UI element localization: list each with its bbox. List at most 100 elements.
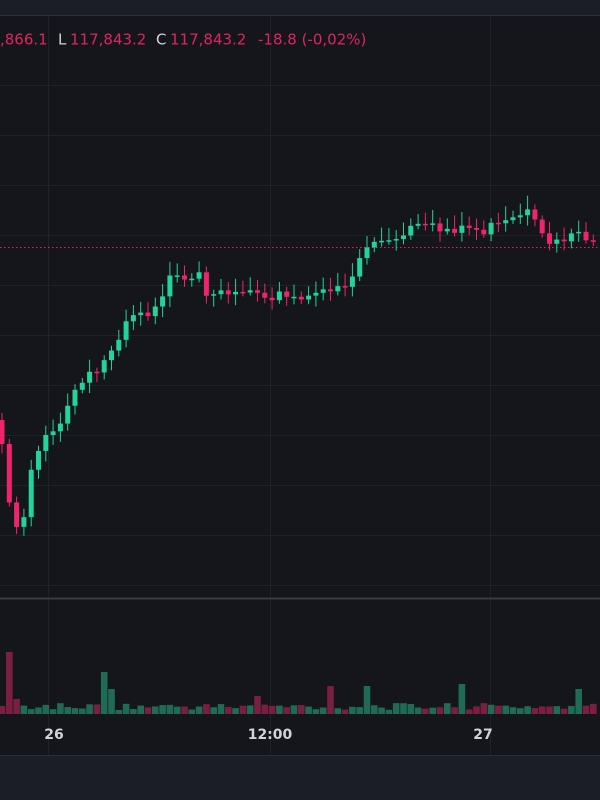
volume-bar <box>524 706 531 714</box>
volume-bar <box>239 705 247 714</box>
candle-body <box>79 382 85 390</box>
volume-bar <box>144 707 152 714</box>
volume-bar <box>49 709 57 714</box>
candle-body <box>269 297 275 301</box>
volume-bar <box>254 696 261 714</box>
candle-body <box>525 209 531 216</box>
candle-body <box>547 233 552 244</box>
candle-body <box>568 233 574 242</box>
candle-body <box>466 225 472 229</box>
low-value: 117,843.2 <box>70 31 146 49</box>
bottom-bar <box>0 755 600 800</box>
candle-body <box>313 292 319 296</box>
volume-bar <box>188 709 196 714</box>
candle-body <box>109 350 114 361</box>
volume-bar <box>356 707 363 714</box>
candle-body <box>0 420 5 444</box>
volume-bar <box>71 708 79 714</box>
candle-body <box>182 275 187 280</box>
volume-bar <box>20 705 28 714</box>
volume-bar <box>341 709 349 714</box>
time-label: 26 <box>44 727 63 743</box>
volume-bar <box>181 706 188 714</box>
candle-body <box>94 371 100 374</box>
candle-body <box>517 215 523 218</box>
candle-body <box>401 235 406 240</box>
volume-bar <box>290 705 298 714</box>
candle-body <box>28 469 34 518</box>
change-value: -18.8 (-0,02%) <box>258 31 366 49</box>
volume-bar <box>451 707 458 714</box>
volume-bar <box>130 709 137 714</box>
volume-bar <box>122 703 130 714</box>
volume-bar <box>517 708 524 714</box>
candle-body <box>335 286 341 292</box>
candle-body <box>349 276 355 287</box>
candle-body <box>452 228 458 233</box>
candle-body <box>72 389 78 406</box>
candle-body <box>123 321 129 340</box>
candle-body <box>203 272 209 296</box>
volume-bar <box>582 705 590 714</box>
candle-body <box>408 225 414 236</box>
candle-body <box>167 275 173 297</box>
volume-bar <box>444 703 451 714</box>
volume-bar <box>261 704 269 714</box>
candle-body <box>218 290 224 295</box>
candle-body <box>495 222 501 225</box>
candle-body <box>393 239 399 241</box>
volume-bar <box>13 699 20 714</box>
volume-bar <box>568 706 575 714</box>
volume-bar <box>553 706 561 714</box>
volume-bar <box>422 708 429 714</box>
candle-body <box>262 292 268 298</box>
volume-bar <box>436 707 444 714</box>
candle-body <box>233 291 239 295</box>
volume-bar <box>173 706 181 714</box>
volume-bar <box>575 689 582 714</box>
candle-body <box>320 289 326 293</box>
volume-bar <box>487 704 495 714</box>
candle-body <box>247 290 253 293</box>
grid <box>0 16 600 755</box>
volume-bar <box>392 703 400 714</box>
candle-body <box>21 517 27 527</box>
candle-body <box>196 272 202 279</box>
candle-body <box>189 278 195 281</box>
candle-body <box>306 295 312 300</box>
candle-body <box>444 228 450 232</box>
candle-body <box>211 294 217 296</box>
volume-bar <box>210 707 217 714</box>
volume-bar <box>42 704 50 714</box>
volume-bar <box>137 705 144 714</box>
time-label: 27 <box>473 727 492 743</box>
volume-bar <box>305 706 312 714</box>
candle-body <box>554 239 560 244</box>
volume-bar <box>203 704 210 714</box>
volume-bar <box>371 705 378 714</box>
candle-body <box>364 247 370 259</box>
candle-body <box>430 223 436 225</box>
candle-body <box>583 231 589 241</box>
candle-body <box>291 296 297 299</box>
candle-body <box>459 225 465 233</box>
candle-body <box>43 435 49 451</box>
candle-body <box>130 315 136 322</box>
volume-bar <box>400 703 407 714</box>
volume-bar <box>276 705 283 714</box>
candle-body <box>14 502 20 527</box>
volume-bar <box>217 704 225 714</box>
volume-bar <box>27 709 35 714</box>
candle-body <box>240 291 246 294</box>
volume-bar <box>312 709 320 714</box>
volume-bar <box>473 706 480 714</box>
volume-bar <box>0 705 6 714</box>
volume-bar <box>509 707 517 714</box>
volume-bar <box>385 709 393 714</box>
candle-body <box>138 312 144 316</box>
volume-bar <box>407 703 415 714</box>
volume-bar <box>166 704 174 714</box>
candle-body <box>160 296 166 307</box>
candle-body <box>386 240 392 242</box>
volume-bar <box>458 684 466 714</box>
